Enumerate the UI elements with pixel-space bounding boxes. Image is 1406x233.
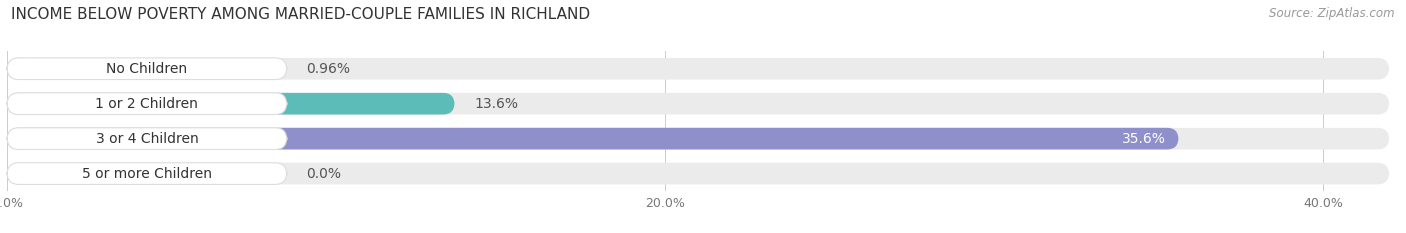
FancyBboxPatch shape (7, 93, 1389, 115)
FancyBboxPatch shape (7, 58, 1389, 80)
Text: 5 or more Children: 5 or more Children (82, 167, 212, 181)
FancyBboxPatch shape (7, 128, 1178, 150)
FancyBboxPatch shape (7, 128, 287, 150)
FancyBboxPatch shape (7, 93, 287, 115)
Text: 0.0%: 0.0% (307, 167, 342, 181)
Text: INCOME BELOW POVERTY AMONG MARRIED-COUPLE FAMILIES IN RICHLAND: INCOME BELOW POVERTY AMONG MARRIED-COUPL… (11, 7, 591, 22)
Text: 3 or 4 Children: 3 or 4 Children (96, 132, 198, 146)
Text: 1 or 2 Children: 1 or 2 Children (96, 97, 198, 111)
FancyBboxPatch shape (7, 128, 1389, 150)
FancyBboxPatch shape (7, 163, 1389, 185)
Text: Source: ZipAtlas.com: Source: ZipAtlas.com (1270, 7, 1395, 20)
Text: 13.6%: 13.6% (474, 97, 519, 111)
FancyBboxPatch shape (7, 93, 454, 115)
Text: 0.96%: 0.96% (307, 62, 350, 76)
FancyBboxPatch shape (7, 58, 38, 80)
Text: No Children: No Children (107, 62, 187, 76)
FancyBboxPatch shape (7, 163, 287, 185)
Text: 35.6%: 35.6% (1122, 132, 1166, 146)
FancyBboxPatch shape (7, 58, 287, 80)
